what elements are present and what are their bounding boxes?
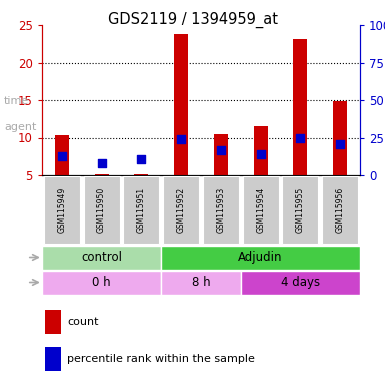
Text: GSM115952: GSM115952 <box>177 187 186 233</box>
Text: percentile rank within the sample: percentile rank within the sample <box>67 354 255 364</box>
FancyBboxPatch shape <box>124 176 159 243</box>
FancyBboxPatch shape <box>42 270 161 295</box>
FancyBboxPatch shape <box>283 176 318 243</box>
FancyBboxPatch shape <box>243 176 278 243</box>
Bar <box>134 174 148 175</box>
Point <box>138 156 144 162</box>
FancyBboxPatch shape <box>322 176 358 243</box>
Bar <box>174 34 188 175</box>
FancyBboxPatch shape <box>241 270 360 295</box>
Point <box>59 153 65 159</box>
FancyBboxPatch shape <box>42 245 161 270</box>
Bar <box>254 126 268 175</box>
Bar <box>55 134 69 175</box>
Point <box>99 160 105 166</box>
Text: GSM115956: GSM115956 <box>336 187 345 233</box>
Text: time: time <box>4 96 29 106</box>
Point <box>218 146 224 152</box>
FancyBboxPatch shape <box>203 176 239 243</box>
Text: GSM115953: GSM115953 <box>216 187 225 233</box>
Text: 0 h: 0 h <box>92 276 111 289</box>
FancyBboxPatch shape <box>161 245 360 270</box>
Point <box>337 141 343 147</box>
FancyBboxPatch shape <box>161 270 241 295</box>
FancyBboxPatch shape <box>44 176 80 243</box>
FancyBboxPatch shape <box>84 176 119 243</box>
Point <box>258 151 264 157</box>
Text: 8 h: 8 h <box>192 276 210 289</box>
Text: count: count <box>67 317 99 327</box>
Text: GSM115949: GSM115949 <box>57 187 66 233</box>
Point <box>297 134 303 141</box>
Bar <box>45 347 61 371</box>
Text: GSM115950: GSM115950 <box>97 187 106 233</box>
Bar <box>45 310 61 334</box>
FancyBboxPatch shape <box>163 176 199 243</box>
Text: GDS2119 / 1394959_at: GDS2119 / 1394959_at <box>107 12 278 28</box>
Text: control: control <box>81 251 122 264</box>
Text: GSM115955: GSM115955 <box>296 187 305 233</box>
Point <box>178 136 184 142</box>
Bar <box>333 101 347 175</box>
Text: 4 days: 4 days <box>281 276 320 289</box>
Text: agent: agent <box>4 121 36 131</box>
Bar <box>95 174 109 175</box>
Bar <box>214 134 228 175</box>
Text: Adjudin: Adjudin <box>238 251 283 264</box>
Text: GSM115954: GSM115954 <box>256 187 265 233</box>
Bar <box>293 38 307 175</box>
Text: GSM115951: GSM115951 <box>137 187 146 233</box>
